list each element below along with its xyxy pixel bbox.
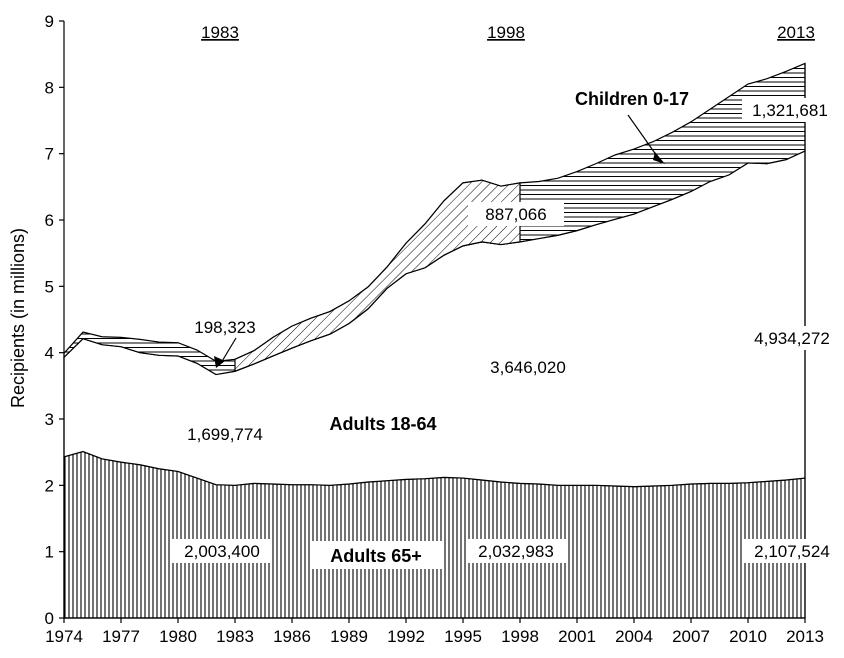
group-label-children: Children 0-17 bbox=[575, 89, 689, 109]
x-tick-label: 1974 bbox=[45, 627, 83, 646]
value-label-adults1864-1998: 3,646,020 bbox=[490, 358, 566, 377]
x-tick-label: 1980 bbox=[159, 627, 197, 646]
y-tick-label: 2 bbox=[45, 476, 54, 495]
group-label-adults-65: Adults 65+ bbox=[330, 546, 422, 566]
value-label-children-1983: 198,323 bbox=[194, 318, 255, 337]
group-label-adults-18-64: Adults 18-64 bbox=[329, 414, 436, 434]
x-tick-label: 1992 bbox=[387, 627, 425, 646]
y-tick-label: 6 bbox=[45, 211, 54, 230]
group-labels: Adults 65+ Adults 18-64 Children 0-17 bbox=[310, 84, 696, 569]
y-tick-label: 9 bbox=[45, 12, 54, 31]
y-tick-label: 5 bbox=[45, 277, 54, 296]
arrow-head-children bbox=[653, 152, 665, 164]
annotation-arrows bbox=[214, 114, 665, 368]
area-adults-18-64 bbox=[63, 150, 806, 488]
value-label-children-2013: 1,321,681 bbox=[752, 101, 828, 120]
period-label-1998: 1998 bbox=[487, 23, 525, 42]
y-tick-label: 3 bbox=[45, 410, 54, 429]
y-tick-label: 8 bbox=[45, 78, 54, 97]
value-label-adults1864-1983: 1,699,774 bbox=[187, 425, 263, 444]
x-tick-label: 1977 bbox=[102, 627, 140, 646]
x-tick-label: 1998 bbox=[501, 627, 539, 646]
y-tick-label: 1 bbox=[45, 543, 54, 562]
period-labels: 1983 1998 2013 bbox=[201, 23, 815, 42]
x-tick-label: 1983 bbox=[216, 627, 254, 646]
period-label-2013: 2013 bbox=[777, 23, 815, 42]
value-labels: 2,003,400 2,032,983 2,107,524 1,699,774 … bbox=[172, 98, 842, 563]
y-tick-label: 0 bbox=[45, 609, 54, 628]
value-label-adults65-1983: 2,003,400 bbox=[184, 542, 260, 561]
arrow-198323 bbox=[220, 337, 237, 364]
x-tick-label: 1986 bbox=[273, 627, 311, 646]
x-tick-label: 1995 bbox=[444, 627, 482, 646]
x-tick-label: 2010 bbox=[729, 627, 767, 646]
y-axis-label: Recipients (in millions) bbox=[8, 228, 28, 408]
arrow-head-198323 bbox=[214, 356, 225, 368]
value-label-adults65-2013: 2,107,524 bbox=[754, 542, 830, 561]
value-label-adults1864-2013: 4,934,272 bbox=[754, 329, 830, 348]
value-label-children-1998: 887,066 bbox=[485, 205, 546, 224]
x-tick-label: 1989 bbox=[330, 627, 368, 646]
x-tick-label: 2013 bbox=[786, 627, 824, 646]
ticks-layer: 0 1 2 3 4 5 6 7 8 9 1974 1977 1980 1983 1986 1989 1992 19… bbox=[45, 12, 824, 646]
area-children-transition bbox=[234, 179, 521, 373]
arrow-children-label bbox=[627, 114, 660, 160]
x-tick-label: 2001 bbox=[558, 627, 596, 646]
y-tick-label: 4 bbox=[45, 344, 54, 363]
areas-layer bbox=[63, 62, 806, 619]
value-label-adults65-1998: 2,032,983 bbox=[478, 542, 554, 561]
period-label-1983: 1983 bbox=[201, 23, 239, 42]
x-tick-label: 2004 bbox=[615, 627, 653, 646]
y-tick-label: 7 bbox=[45, 145, 54, 164]
x-tick-label: 2007 bbox=[672, 627, 710, 646]
